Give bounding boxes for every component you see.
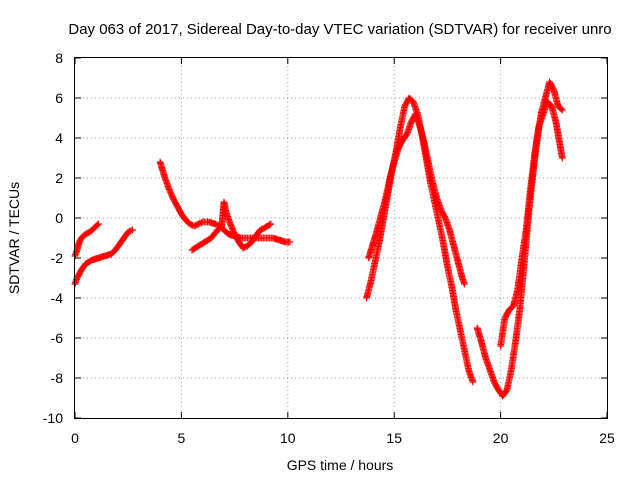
x-tick-label: 0: [71, 430, 79, 446]
y-tick-label: 4: [55, 130, 63, 146]
x-tick-label: 5: [178, 430, 186, 446]
x-tick-label: 20: [493, 430, 509, 446]
x-tick-label: 10: [280, 430, 296, 446]
x-tick-label: 25: [599, 430, 615, 446]
data-series-segment: [71, 220, 102, 260]
data-series-segment: [363, 94, 477, 386]
tick-layer: 0 5 10 15 20 25 -10 -8 -6 -4 -2 0 2 4 6 8: [43, 50, 615, 446]
y-tick-label: -2: [51, 250, 64, 266]
y-tick-label: 8: [55, 50, 63, 66]
plus-markers: [71, 220, 102, 260]
chart-title: Day 063 of 2017, Sidereal Day-to-day VTE…: [68, 21, 611, 38]
data-marks: [71, 78, 566, 400]
data-series-segment: [497, 98, 566, 350]
y-tick-label: 0: [55, 210, 63, 226]
y-tick-label: 2: [55, 170, 63, 186]
plus-markers: [473, 78, 566, 400]
y-tick-label: -4: [51, 290, 64, 306]
y-tick-label: 6: [55, 90, 63, 106]
plot-frame: [74, 57, 608, 419]
x-tick-label: 15: [386, 430, 402, 446]
plus-markers: [365, 110, 468, 288]
y-tick-label: -10: [43, 410, 63, 426]
y-tick-label: -8: [51, 370, 64, 386]
plus-markers: [363, 94, 477, 386]
y-tick-label: -6: [51, 330, 64, 346]
data-series-segment: [188, 198, 275, 254]
y-axis-label: SDTVAR / TECUs: [6, 182, 22, 294]
plus-markers: [497, 98, 566, 350]
data-series-segment: [365, 110, 468, 288]
x-axis-label: GPS time / hours: [287, 457, 394, 473]
data-series-segment: [473, 78, 566, 400]
plus-markers: [188, 198, 275, 254]
